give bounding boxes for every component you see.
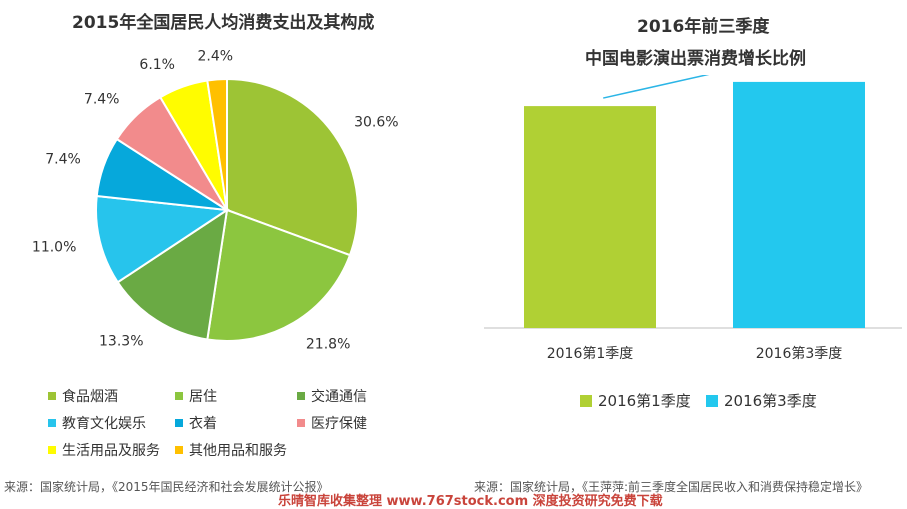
watermark-text: 乐晴智库收集整理 www.767stock.com 深度投资研究免费下载: [278, 494, 663, 509]
legend-swatch: [48, 392, 56, 400]
pie-slice-3: [95, 194, 230, 284]
pie-legend-item: 教育文化娱乐: [48, 413, 146, 433]
pie-slice-7: [206, 77, 228, 211]
bar-chart: 2016第1季度2016第3季度10.9%: [484, 75, 902, 362]
pie-legend-item: 交通通信: [297, 386, 367, 406]
growth-arrow-line: [603, 75, 710, 99]
pie-legend-item: 衣着: [175, 413, 217, 433]
pie-legend-item: 食品烟酒: [48, 386, 118, 406]
x-tick-label-1: 2016第3季度: [756, 345, 843, 362]
pie-chart-title: 2015年全国居民人均消费支出及其构成: [72, 13, 375, 33]
pie-legend-item: 医疗保健: [297, 413, 367, 433]
legend-swatch: [48, 446, 56, 454]
legend-label: 食品烟酒: [62, 389, 118, 405]
left-source-note: 来源：国家统计局，《2015年国民经济和社会发展统计公报》: [4, 480, 329, 494]
legend-swatch: [48, 419, 56, 427]
bar-legend-item: 2016第3季度: [706, 390, 817, 411]
legend-label: 教育文化娱乐: [62, 416, 146, 432]
pie-data-label-4: 7.4%: [45, 151, 81, 167]
pie-data-label-1: 21.8%: [306, 336, 350, 352]
legend-label: 医疗保健: [311, 416, 367, 432]
pie-data-label-0: 30.6%: [354, 114, 398, 130]
legend-label: 其他用品和服务: [189, 443, 287, 459]
legend-swatch: [297, 419, 305, 427]
legend-swatch: [706, 394, 718, 407]
legend-swatch: [297, 392, 305, 400]
pie-legend-item: 生活用品及服务: [48, 440, 160, 460]
bar-0: [524, 106, 656, 328]
pie-data-label-6: 6.1%: [139, 57, 175, 73]
pie-data-label-7: 2.4%: [198, 48, 234, 64]
pie-data-label-3: 11.0%: [32, 240, 76, 256]
right-source-note: 来源：国家统计局，《王萍萍:前三季度全国居民收入和消费保持稳定增长》: [474, 480, 869, 494]
pie-data-label-2: 13.3%: [99, 334, 143, 350]
pie-chart: 30.6% 21.8% 13.3% 11.0% 7.4% 7.4% 6.1% 2.4%: [32, 48, 399, 352]
legend-swatch: [175, 446, 183, 454]
pie-slice-2: [116, 207, 229, 341]
legend-label: 生活用品及服务: [62, 443, 160, 459]
bar-legend-item: 2016第1季度: [580, 390, 691, 411]
legend-swatch: [175, 419, 183, 427]
pie-slice-1: [206, 208, 352, 342]
pie-slice-0: [226, 77, 359, 257]
legend-swatch: [175, 392, 183, 400]
pie-legend-item: 居住: [175, 386, 217, 406]
x-tick-label-0: 2016第1季度: [547, 345, 634, 362]
legend-label: 2016第3季度: [724, 392, 817, 410]
bar-1: [733, 81, 865, 329]
legend-label: 居住: [189, 389, 217, 405]
legend-label: 2016第1季度: [598, 392, 691, 410]
legend-label: 交通通信: [311, 389, 367, 405]
bar-chart-title-line1: 2016年前三季度: [637, 17, 770, 37]
pie-legend-item: 其他用品和服务: [175, 440, 287, 460]
legend-label: 衣着: [189, 416, 217, 432]
pie-data-label-5: 7.4%: [84, 91, 120, 107]
bar-chart-title-line2: 中国电影演出票消费增长比例: [585, 49, 806, 69]
legend-swatch: [580, 394, 592, 407]
